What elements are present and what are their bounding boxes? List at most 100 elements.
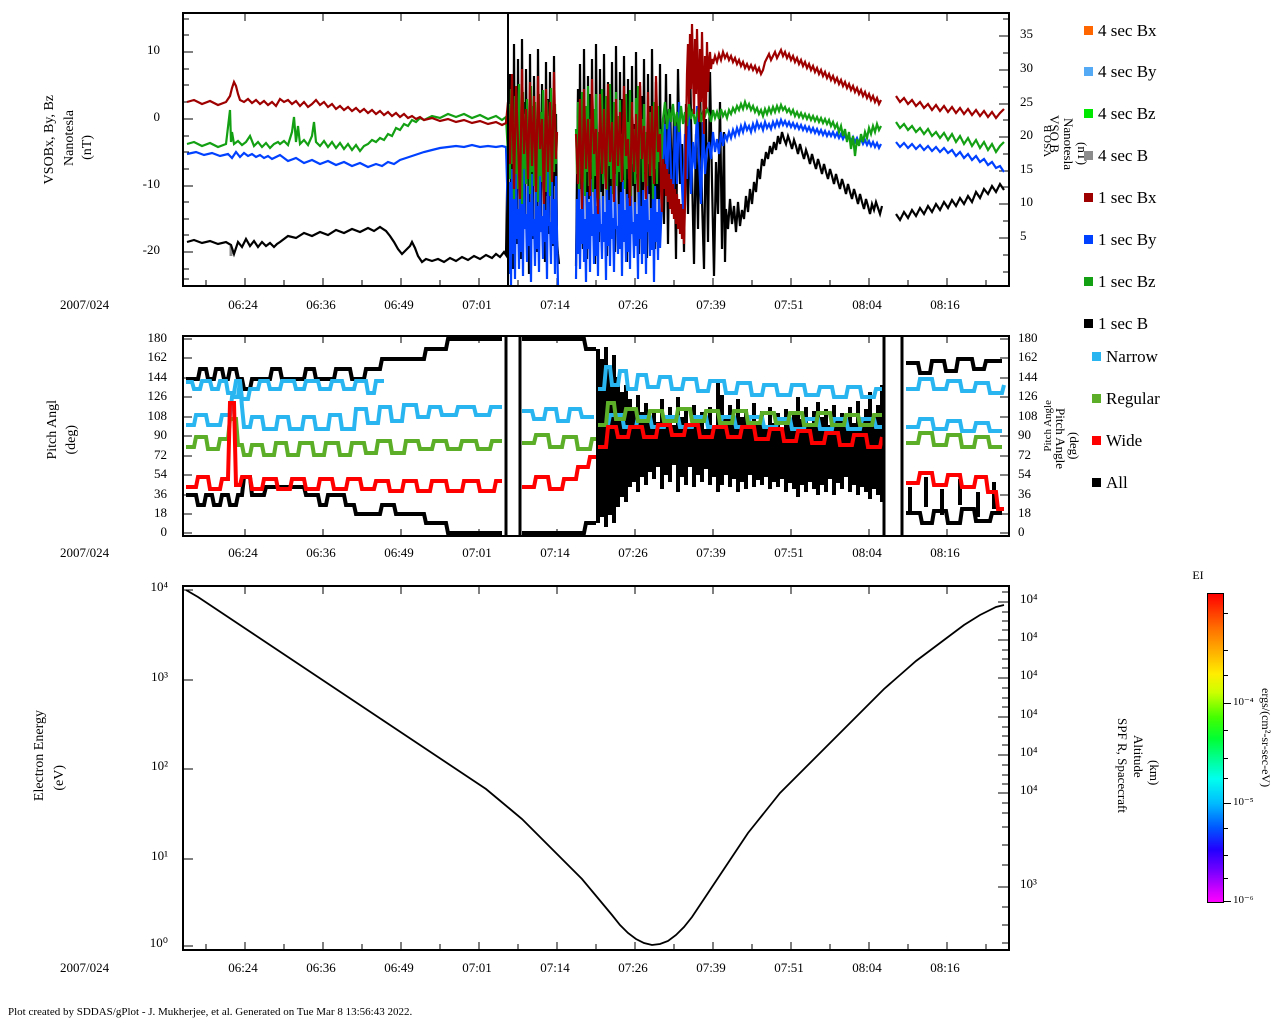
panel3-xtick-6: 07:39 (696, 960, 726, 975)
spacecraft-altitude-curve (185, 589, 1005, 946)
panel2-ylabel-left-units: (deg) (64, 425, 80, 455)
panel3-ylabel-left-line2: (eV) (52, 765, 67, 791)
panel1-ylabel-right: VSO B (1046, 115, 1062, 153)
legend-item-narrow[interactable]: Narrow (1092, 348, 1158, 365)
series-Regular (186, 401, 1002, 457)
legend-item-regular[interactable]: Regular (1092, 390, 1160, 407)
panel2-xtick-5: 07:26 (618, 545, 648, 560)
panel1-ylabel-right-units: Nanotesla (1060, 118, 1076, 170)
panel2-rytick-0: 0 (1018, 524, 1025, 539)
panel3-rytick-3: 10⁴ (1020, 706, 1038, 721)
legend-swatch-4sec-b (1084, 151, 1093, 160)
panel3-rytick-0: 10⁴ (1020, 591, 1038, 606)
series-1sec-Bx (186, 23, 1005, 245)
pitch-angle-plot (184, 337, 1008, 535)
legend-item-4sec-bz[interactable]: 4 sec Bz (1084, 105, 1156, 122)
panel3-xtick-3: 07:01 (462, 960, 492, 975)
magnetic-field-plot (184, 14, 1008, 285)
legend-label-1sec-by: 1 sec By (1098, 230, 1157, 249)
panel2-rytick-36: 36 (1018, 486, 1031, 501)
legend-group-label-pitch-angle: Pitch Angle (1042, 400, 1054, 452)
colorbar-tickmark-minor-7 (1223, 828, 1228, 829)
legend-item-all[interactable]: All (1092, 474, 1128, 491)
colorbar (1207, 593, 1224, 903)
panel1-xtick-6: 07:39 (696, 297, 726, 312)
panel2-rytick-108: 108 (1018, 408, 1038, 423)
colorbar-tickmark-1e5 (1223, 803, 1231, 804)
panel1-rytick-5: 5 (1020, 228, 1027, 243)
legend-label-4sec-bz: 4 sec Bz (1098, 104, 1156, 123)
spectrogram-plot (184, 587, 1008, 949)
panel1-ylabel-left-nt: (nT) (80, 135, 96, 160)
legend-item-1sec-bx[interactable]: 1 sec Bx (1084, 189, 1157, 206)
panel3-xtick-2: 06:49 (384, 960, 414, 975)
panel2-xtick-4: 07:14 (540, 545, 570, 560)
panel1-ylabel-left-units: Nanotesla (62, 110, 78, 166)
legend-label-1sec-b: 1 sec B (1098, 314, 1149, 333)
panel1-xtick-7: 07:51 (774, 297, 804, 312)
legend-swatch-1sec-by (1084, 235, 1093, 244)
legend-item-wide[interactable]: Wide (1092, 432, 1142, 449)
panel3-ylabel-right-km: (km) (1146, 760, 1162, 785)
footer-credit: Plot created by SDDAS/gPlot - J. Mukherj… (8, 1006, 413, 1018)
legend-swatch-1sec-bz (1084, 277, 1093, 286)
panel1-rytick-35: 35 (1020, 26, 1033, 41)
legend-swatch-1sec-bx (1084, 193, 1093, 202)
panel3-xtick-9: 08:16 (930, 960, 960, 975)
panel-electron-energy-spectrogram (182, 585, 1010, 951)
panel1-rytick-25: 25 (1020, 94, 1033, 109)
colorbar-title: EI (1192, 568, 1204, 582)
panel2-ytick-108: 108 (147, 408, 168, 423)
legend-swatch-4sec-bx (1084, 26, 1093, 35)
panel2-ylabel-left-line2: (deg) (64, 425, 79, 455)
colorbar-tickmark-minor-3 (1223, 675, 1228, 676)
panel1-xtick-3: 07:01 (462, 297, 492, 312)
panel2-xtick-9: 08:16 (930, 545, 960, 560)
legend-item-1sec-bz[interactable]: 1 sec Bz (1084, 273, 1156, 290)
panel3-ytick-1e2: 10² (151, 758, 168, 773)
legend-item-1sec-b[interactable]: 1 sec B (1084, 315, 1148, 332)
colorbar-tickmark-minor-1 (1223, 613, 1228, 614)
colorbar-ticklabel-1e4: 10⁻⁴ (1233, 696, 1254, 708)
panel1-ytick-10: 10 (147, 42, 160, 57)
panel3-xtick-7: 07:51 (774, 960, 804, 975)
legend-item-4sec-bx[interactable]: 4 sec Bx (1084, 22, 1157, 39)
series-All-upper (186, 337, 596, 391)
panel1-ylabel-left-line1: VSOBx, By, Bz (42, 95, 57, 185)
panel2-rytick-18: 18 (1018, 505, 1031, 520)
panel3-ytick-1e4: 10⁴ (150, 579, 168, 594)
legend: 4 sec Bx 4 sec By 4 sec Bz 4 sec B 1 sec… (1084, 10, 1264, 491)
panel1-xtick-5: 07:26 (618, 297, 648, 312)
legend-item-4sec-b[interactable]: 4 sec B (1084, 147, 1148, 164)
panel2-rytick-126: 126 (1018, 388, 1038, 403)
panel2-ytick-126: 126 (147, 388, 168, 403)
panel3-ytick-1e1: 10¹ (151, 848, 168, 863)
panel3-rytick-6: 10³ (1020, 876, 1037, 891)
panel1-xtick-0: 06:24 (228, 297, 258, 312)
legend-item-1sec-by[interactable]: 1 sec By (1084, 231, 1157, 248)
panel1-rytick-15: 15 (1020, 161, 1033, 176)
colorbar-unit-text: ergs/(cm²-sr-sec-eV) (1259, 688, 1273, 788)
colorbar-tickmark-minor-4 (1223, 730, 1228, 731)
panel3-ylabel-right: SPF R, Spacecraft (1114, 718, 1130, 813)
panel2-rytick-162: 162 (1018, 349, 1038, 364)
panel3-date-label: 2007/024 (60, 960, 110, 975)
panel2-xtick-1: 06:36 (306, 545, 336, 560)
legend-label-4sec-b: 4 sec B (1098, 146, 1149, 165)
legend-item-4sec-by[interactable]: 4 sec By (1084, 63, 1157, 80)
panel1-xtick-9: 08:16 (930, 297, 960, 312)
legend-swatch-1sec-b (1084, 319, 1093, 328)
legend-group-vso-b-text: VSO B (1042, 125, 1054, 158)
panel3-ytick-1e0: 10⁰ (149, 935, 168, 950)
panel2-rytick-72: 72 (1018, 447, 1031, 462)
panel2-xtick-6: 07:39 (696, 545, 726, 560)
panel2-ytick-18: 18 (154, 505, 167, 520)
panel2-ylabel-right-line2: (deg) (1066, 432, 1082, 460)
panel2-ylabel-right-units: (deg) (1066, 432, 1082, 460)
panel2-xtick-0: 06:24 (228, 545, 258, 560)
panel3-xtick-8: 08:04 (852, 960, 882, 975)
colorbar-ticklabel-1e5: 10⁻⁵ (1233, 796, 1254, 808)
legend-label-4sec-by: 4 sec By (1098, 62, 1157, 81)
panel2-ytick-72: 72 (154, 447, 167, 462)
panel3-ylabel-right-line2: Altitude (1130, 735, 1146, 778)
